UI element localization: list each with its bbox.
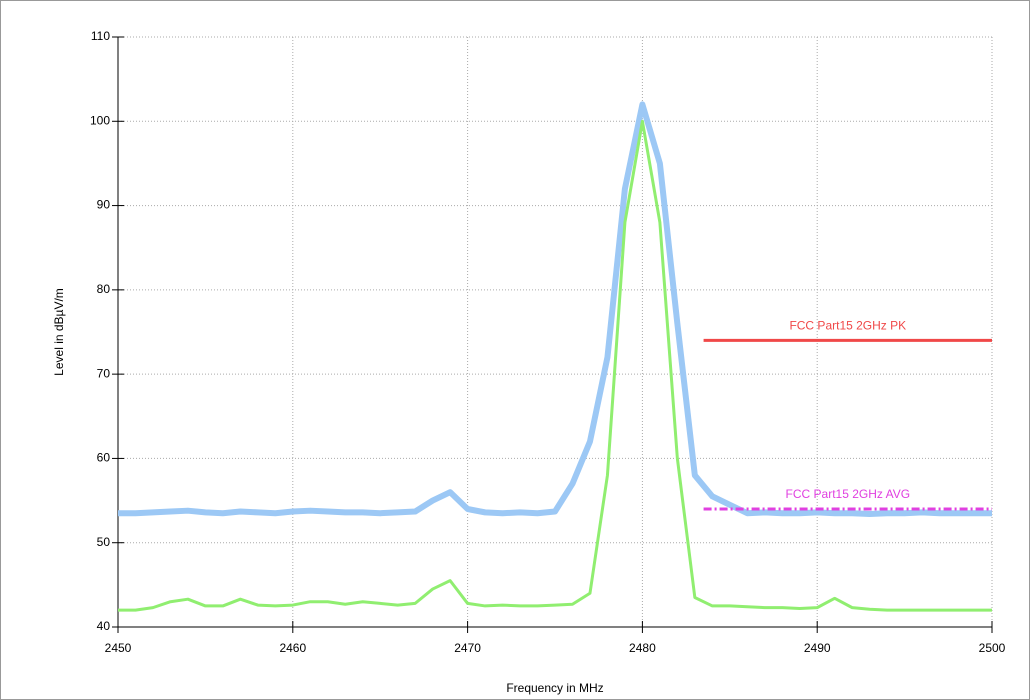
x-tick-label: 2460 — [279, 641, 306, 655]
y-tick-label: 110 — [91, 29, 110, 43]
y-tick-label: 80 — [97, 282, 111, 296]
x-axis-label: Frequency in MHz — [506, 681, 603, 695]
y-tick-label: 90 — [97, 198, 111, 212]
y-tick-label: 50 — [97, 535, 111, 549]
y-tick-label: 70 — [97, 366, 111, 380]
x-tick-label: 2490 — [804, 641, 831, 655]
limit-label: FCC Part15 2GHz AVG — [786, 487, 910, 501]
x-tick-label: 2480 — [629, 641, 656, 655]
x-tick-label: 2500 — [979, 641, 1006, 655]
y-axis-label: Level in dBµV/m — [52, 288, 66, 376]
y-tick-label: 100 — [90, 113, 110, 127]
y-tick-label: 60 — [97, 451, 111, 465]
limit-label: FCC Part15 2GHz PK — [789, 319, 906, 333]
trace-line — [118, 119, 992, 612]
x-tick-label: 2450 — [105, 641, 132, 655]
y-tick-label: 40 — [97, 619, 111, 633]
x-tick-label: 2470 — [454, 641, 481, 655]
trace-line — [118, 101, 992, 518]
